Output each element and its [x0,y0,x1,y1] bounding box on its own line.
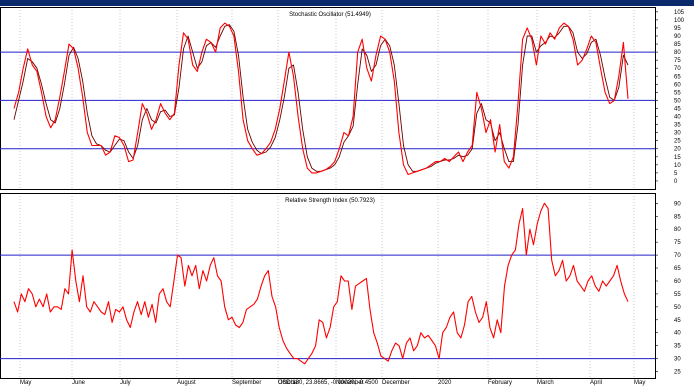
x-tick-label: March [537,380,554,386]
rsi-series [13,202,629,365]
x-tick-label: August [177,380,196,386]
y-tick-label: 35 [674,344,681,350]
y-tick-label: 30 [674,357,681,363]
y-tick-label: 40 [674,331,681,337]
y-tick-label: 65 [674,74,681,80]
y-tick-label: 5 [674,171,678,177]
x-tick-label: 2020 [438,380,452,386]
y-tick-label: 90 [674,34,681,40]
x-tick-label: April [590,380,602,386]
y-tick-label: 30 [674,131,681,137]
y-tick-label: 60 [674,82,681,88]
series-line-rsi [13,202,629,365]
x-tick-label: October [278,380,299,386]
y-tick-label: 35 [674,123,681,129]
y-tick-label: 20 [674,147,681,153]
y-tick-label: 10 [674,163,681,169]
x-tick-label: July [120,380,131,386]
price-readout: USD 180, 23.8665, -0.00020, -0.4500 [278,380,379,386]
y-tick-label: 70 [674,66,681,72]
stochastic-y-axis: 0 5 10 15 20 25 30 35 40 45 50 55 60 65 70 75 80 85 90 95 10… [655,10,685,185]
y-tick-label: 75 [674,240,681,246]
y-tick-label: 25 [674,139,681,145]
y-tick-label: 65 [674,266,681,272]
x-tick-label: December [382,380,410,386]
y-tick-label: 55 [674,292,681,298]
y-tick-label: 95 [674,26,681,32]
stochastic-series [13,22,629,176]
stochastic-grid [19,7,635,189]
x-tick-label: November [336,380,364,386]
series-line-k [13,22,629,176]
series-line-d [13,24,629,172]
stochastic-title: Stochastic Oscillator (51.4949) [289,12,371,18]
y-tick-label: 55 [674,90,681,96]
y-tick-label: 50 [674,98,681,104]
header-bar [0,0,694,6]
y-tick-label: 80 [674,50,681,56]
y-tick-label: 80 [674,227,681,233]
y-tick-label: 90 [674,201,681,207]
y-tick-label: 105 [674,10,685,16]
y-tick-label: 85 [674,42,681,48]
x-tick-label: September [232,380,261,386]
y-tick-label: 75 [674,58,681,64]
y-tick-label: 85 [674,214,681,220]
y-tick-label: 15 [674,155,681,161]
x-axis-labels: May June July August September October Novembe… [20,380,645,386]
y-tick-label: 25 [674,370,681,376]
x-tick-label: February [488,380,512,386]
y-tick-label: 50 [674,305,681,311]
rsi-grid [19,193,635,378]
y-tick-label: 100 [674,18,685,24]
x-tick-label: May [634,380,645,386]
rsi-levels [0,254,655,360]
x-tick-label: June [72,380,86,386]
rsi-panel [0,193,656,379]
y-tick-label: 40 [674,115,681,121]
stochastic-levels [0,51,655,150]
x-tick-label: May [20,380,31,386]
rsi-y-axis: 25 30 35 40 45 50 55 60 65 70 75 80 85 90 [655,201,681,376]
y-tick-label: 45 [674,318,681,324]
y-tick-label: 45 [674,106,681,112]
y-tick-label: 0 [674,179,678,185]
stochastic-panel [0,7,656,190]
y-tick-label: 60 [674,279,681,285]
y-tick-label: 70 [674,253,681,259]
rsi-title: Relative Strength Index (50.7923) [285,198,375,204]
